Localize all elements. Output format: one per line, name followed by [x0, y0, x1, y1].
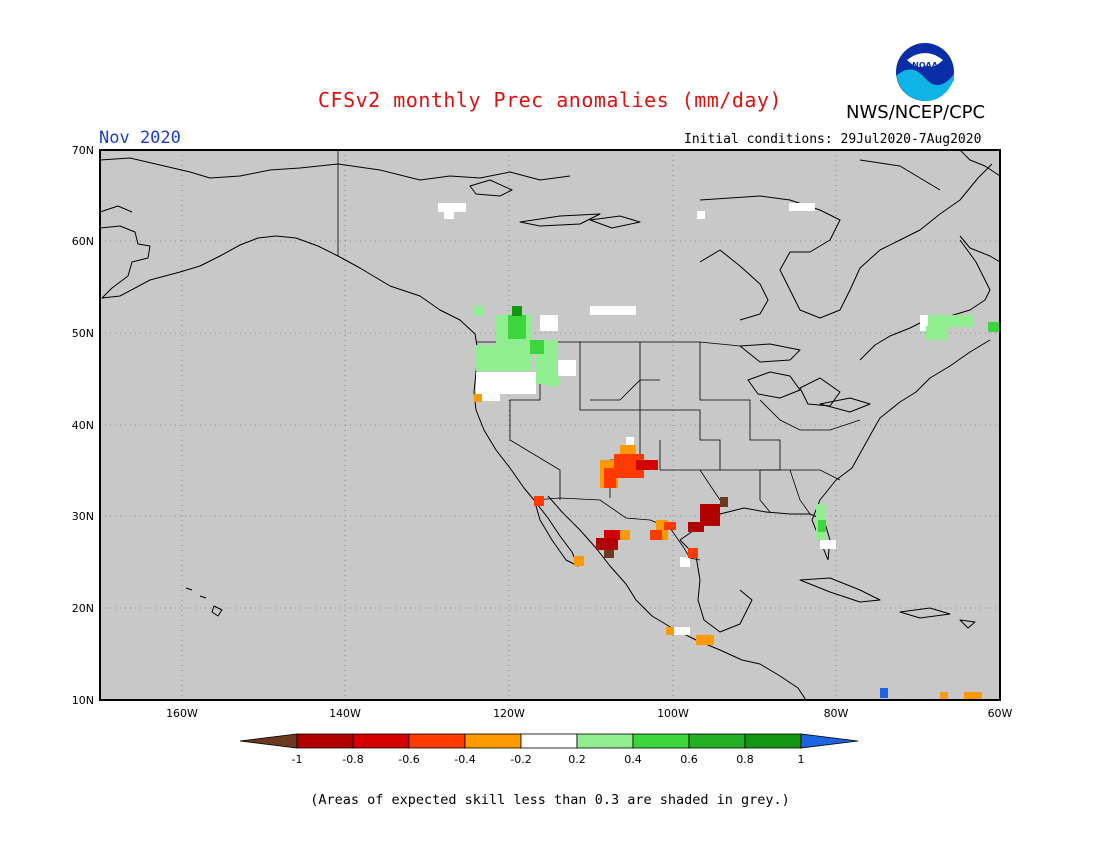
legend-swatch: [408, 733, 466, 749]
noaa-logo-text: NOAA: [912, 61, 938, 70]
lat-tick-label: 30N: [72, 510, 94, 523]
map-title: CFSv2 monthly Prec anomalies (mm/day): [317, 88, 783, 112]
legend-label: 0.2: [568, 753, 586, 766]
legend-label: 0.4: [624, 753, 642, 766]
legend-arrow-high: [800, 733, 859, 749]
agency-label: NWS/NCEP/CPC: [846, 102, 986, 123]
legend-swatch: [352, 733, 410, 749]
lon-tick-label: 60W: [988, 707, 1013, 720]
legend-label: -0.6: [398, 753, 419, 766]
map-grid: [100, 150, 1000, 700]
lat-tick-label: 40N: [72, 419, 94, 432]
noaa-logo: NOAA: [893, 40, 957, 104]
lat-tick-label: 20N: [72, 602, 94, 615]
lon-tick-label: 140W: [329, 707, 361, 720]
lon-tick-label: 120W: [493, 707, 525, 720]
legend-swatch: [744, 733, 802, 749]
legend-label: 0.8: [736, 753, 754, 766]
legend-swatch: [464, 733, 522, 749]
skill-footnote: (Areas of expected skill less than 0.3 a…: [310, 792, 790, 808]
anomaly-cells: [438, 203, 1000, 700]
lat-ticks: 70N 60N 50N 40N 30N 20N 10N: [72, 144, 94, 707]
legend-label: -1: [292, 753, 303, 766]
legend-swatch: [576, 733, 634, 749]
legend-swatch: [688, 733, 746, 749]
legend-arrow-low: [239, 733, 298, 749]
forecast-month: Nov 2020: [99, 128, 181, 148]
legend-swatch: [632, 733, 690, 749]
lat-tick-label: 60N: [72, 235, 94, 248]
lon-tick-label: 80W: [824, 707, 849, 720]
lon-tick-label: 160W: [166, 707, 198, 720]
legend-label: 1: [798, 753, 805, 766]
legend-swatch: [520, 733, 578, 749]
map-frame: [99, 149, 1001, 701]
legend-label: -0.8: [342, 753, 363, 766]
lon-ticks: 160W 140W 120W 100W 80W 60W: [166, 707, 1012, 720]
lat-tick-label: 50N: [72, 327, 94, 340]
lat-tick-label: 10N: [72, 694, 94, 707]
lon-tick-label: 100W: [657, 707, 689, 720]
initial-conditions: Initial conditions: 29Jul2020-7Aug2020: [684, 132, 982, 147]
legend-label: -0.2: [510, 753, 531, 766]
color-legend: -1 -0.8 -0.6 -0.4 -0.2 0.2 0.4 0.6 0.8 1: [239, 733, 859, 766]
lat-tick-label: 70N: [72, 144, 94, 157]
legend-label: 0.6: [680, 753, 698, 766]
legend-swatch: [296, 733, 354, 749]
legend-label: -0.4: [454, 753, 475, 766]
